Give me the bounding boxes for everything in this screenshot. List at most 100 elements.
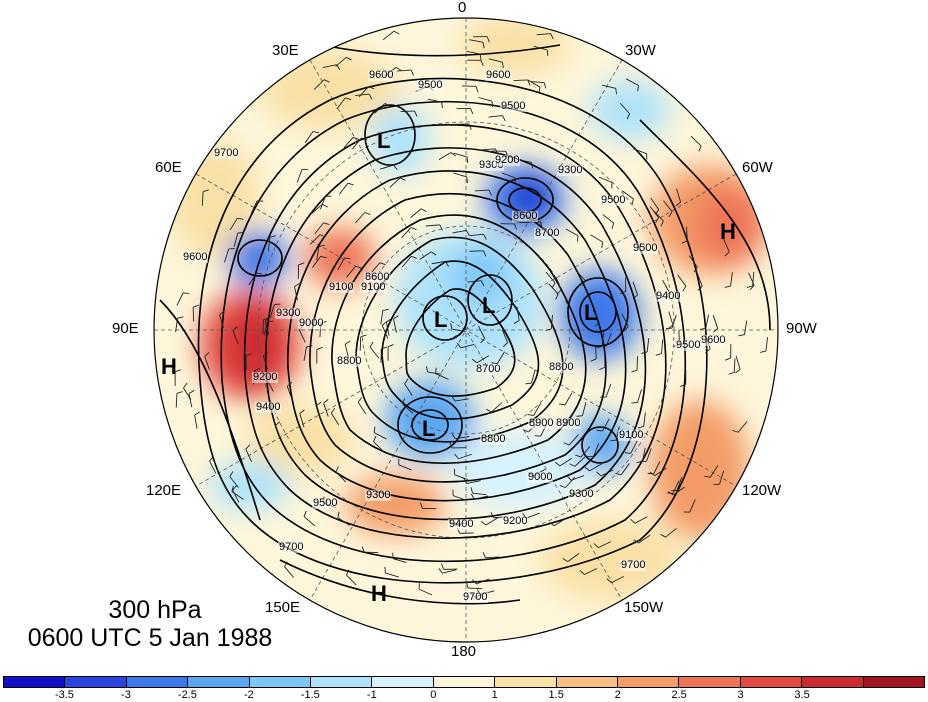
anomaly-shading xyxy=(154,18,778,642)
wind-barb xyxy=(668,311,674,326)
wind-barb-flag xyxy=(562,558,569,563)
lon-label-120e: 120E xyxy=(146,482,182,499)
wind-barb xyxy=(611,575,625,584)
wind-barb-flag xyxy=(237,217,244,220)
contour-label: 9400 xyxy=(255,401,282,413)
wind-barb-flag xyxy=(522,429,529,433)
wind-barb-flag xyxy=(576,415,583,417)
wind-barb-flag xyxy=(479,53,482,61)
wind-barb xyxy=(526,512,540,519)
wind-barb xyxy=(284,566,295,578)
colorbar-tick-label: 0 xyxy=(430,689,437,701)
wind-barb-flag xyxy=(392,552,394,559)
wind-barb xyxy=(601,332,605,347)
wind-barb xyxy=(311,203,323,214)
wind-barb-flag xyxy=(631,198,634,205)
wind-barb xyxy=(453,152,468,158)
wind-barb xyxy=(466,480,481,484)
wind-barb xyxy=(176,292,184,306)
wind-barb xyxy=(474,495,489,500)
wind-barb-flag xyxy=(183,292,190,294)
wind-barb-flag xyxy=(491,362,498,365)
wind-barb xyxy=(663,200,673,212)
colorbar-segment xyxy=(863,677,925,687)
wind-barb-flag xyxy=(724,251,730,257)
wind-barb-flag xyxy=(344,257,351,260)
colorbar-segment xyxy=(802,677,864,687)
contour-label: 9500 xyxy=(312,497,339,509)
wind-barb-flag xyxy=(563,442,570,446)
wind-barb xyxy=(337,517,350,526)
wind-barb xyxy=(748,272,755,286)
wind-barb xyxy=(580,445,591,458)
wind-barb xyxy=(677,274,687,287)
wind-barb xyxy=(672,486,685,496)
lon-label-30e: 30E xyxy=(272,42,299,59)
wind-barb xyxy=(309,234,321,245)
high-marker: H xyxy=(371,581,387,606)
wind-barb xyxy=(654,467,667,477)
wind-barb xyxy=(645,448,652,462)
wind-barb-flag xyxy=(439,224,443,231)
wind-barb xyxy=(418,588,433,596)
wind-barb-flag xyxy=(480,60,484,67)
colorbar-tick-label: 1.5 xyxy=(548,689,564,701)
wind-barb xyxy=(466,50,481,55)
wind-barb xyxy=(469,233,484,237)
wind-barb-flag xyxy=(575,454,582,458)
wind-barb xyxy=(183,387,192,401)
wind-barb xyxy=(427,98,442,103)
contour-label: 9600 xyxy=(368,69,395,81)
contour-label: 9000 xyxy=(527,471,554,483)
wind-barb xyxy=(501,329,509,343)
colorbar-tick-label: 2 xyxy=(614,689,621,701)
wind-barb xyxy=(373,432,387,440)
wind-barb xyxy=(389,177,401,188)
contour-label: 9600 xyxy=(182,251,209,263)
wind-barb-flag xyxy=(431,251,437,256)
wind-barb xyxy=(516,306,520,321)
wind-barb-flag xyxy=(590,358,597,362)
wind-barb xyxy=(688,255,698,268)
wind-barb xyxy=(686,226,688,241)
wind-barb xyxy=(625,78,639,86)
wind-barb xyxy=(478,97,493,102)
wind-barb-flag xyxy=(411,255,418,259)
wind-barb xyxy=(478,325,486,339)
wind-barb xyxy=(705,314,710,329)
wind-barb xyxy=(397,69,412,72)
colorbar-segment xyxy=(433,677,496,687)
wind-barb xyxy=(665,527,677,538)
wind-barb xyxy=(496,351,505,364)
wind-barb xyxy=(453,172,467,178)
wind-barb xyxy=(595,344,597,359)
contour-label: 9700 xyxy=(278,541,305,553)
wind-barb-flag xyxy=(611,222,615,229)
wind-barb-flag xyxy=(660,220,664,227)
contour-label: 9500 xyxy=(417,79,444,91)
wind-barb xyxy=(592,309,600,323)
wind-barb xyxy=(355,212,366,224)
colorbar-tick-label: -2 xyxy=(243,689,254,701)
wind-barb-flag xyxy=(410,69,414,76)
wind-barb-flag xyxy=(456,342,462,349)
wind-barb-flag xyxy=(353,136,360,140)
wind-barb-flag xyxy=(303,510,307,517)
wind-barb-flag xyxy=(545,328,552,331)
contour-label: 8800 xyxy=(548,361,575,373)
wind-barb-flag xyxy=(335,466,339,473)
wind-barb xyxy=(175,393,178,408)
wind-barb-flag xyxy=(294,283,300,288)
wind-barb xyxy=(248,272,257,286)
wind-barb-flag xyxy=(414,110,418,117)
wind-barb xyxy=(719,470,724,485)
wind-barb-flag xyxy=(606,578,612,584)
wind-barb-flag xyxy=(636,461,643,464)
wind-barb-flag xyxy=(599,366,606,370)
wind-barb xyxy=(303,346,307,361)
wind-barb xyxy=(232,489,240,503)
wind-barb-flag xyxy=(475,86,479,93)
wind-barb-flag xyxy=(724,285,731,288)
wind-barb-flag xyxy=(237,231,244,234)
wind-barb-flag xyxy=(559,485,566,489)
